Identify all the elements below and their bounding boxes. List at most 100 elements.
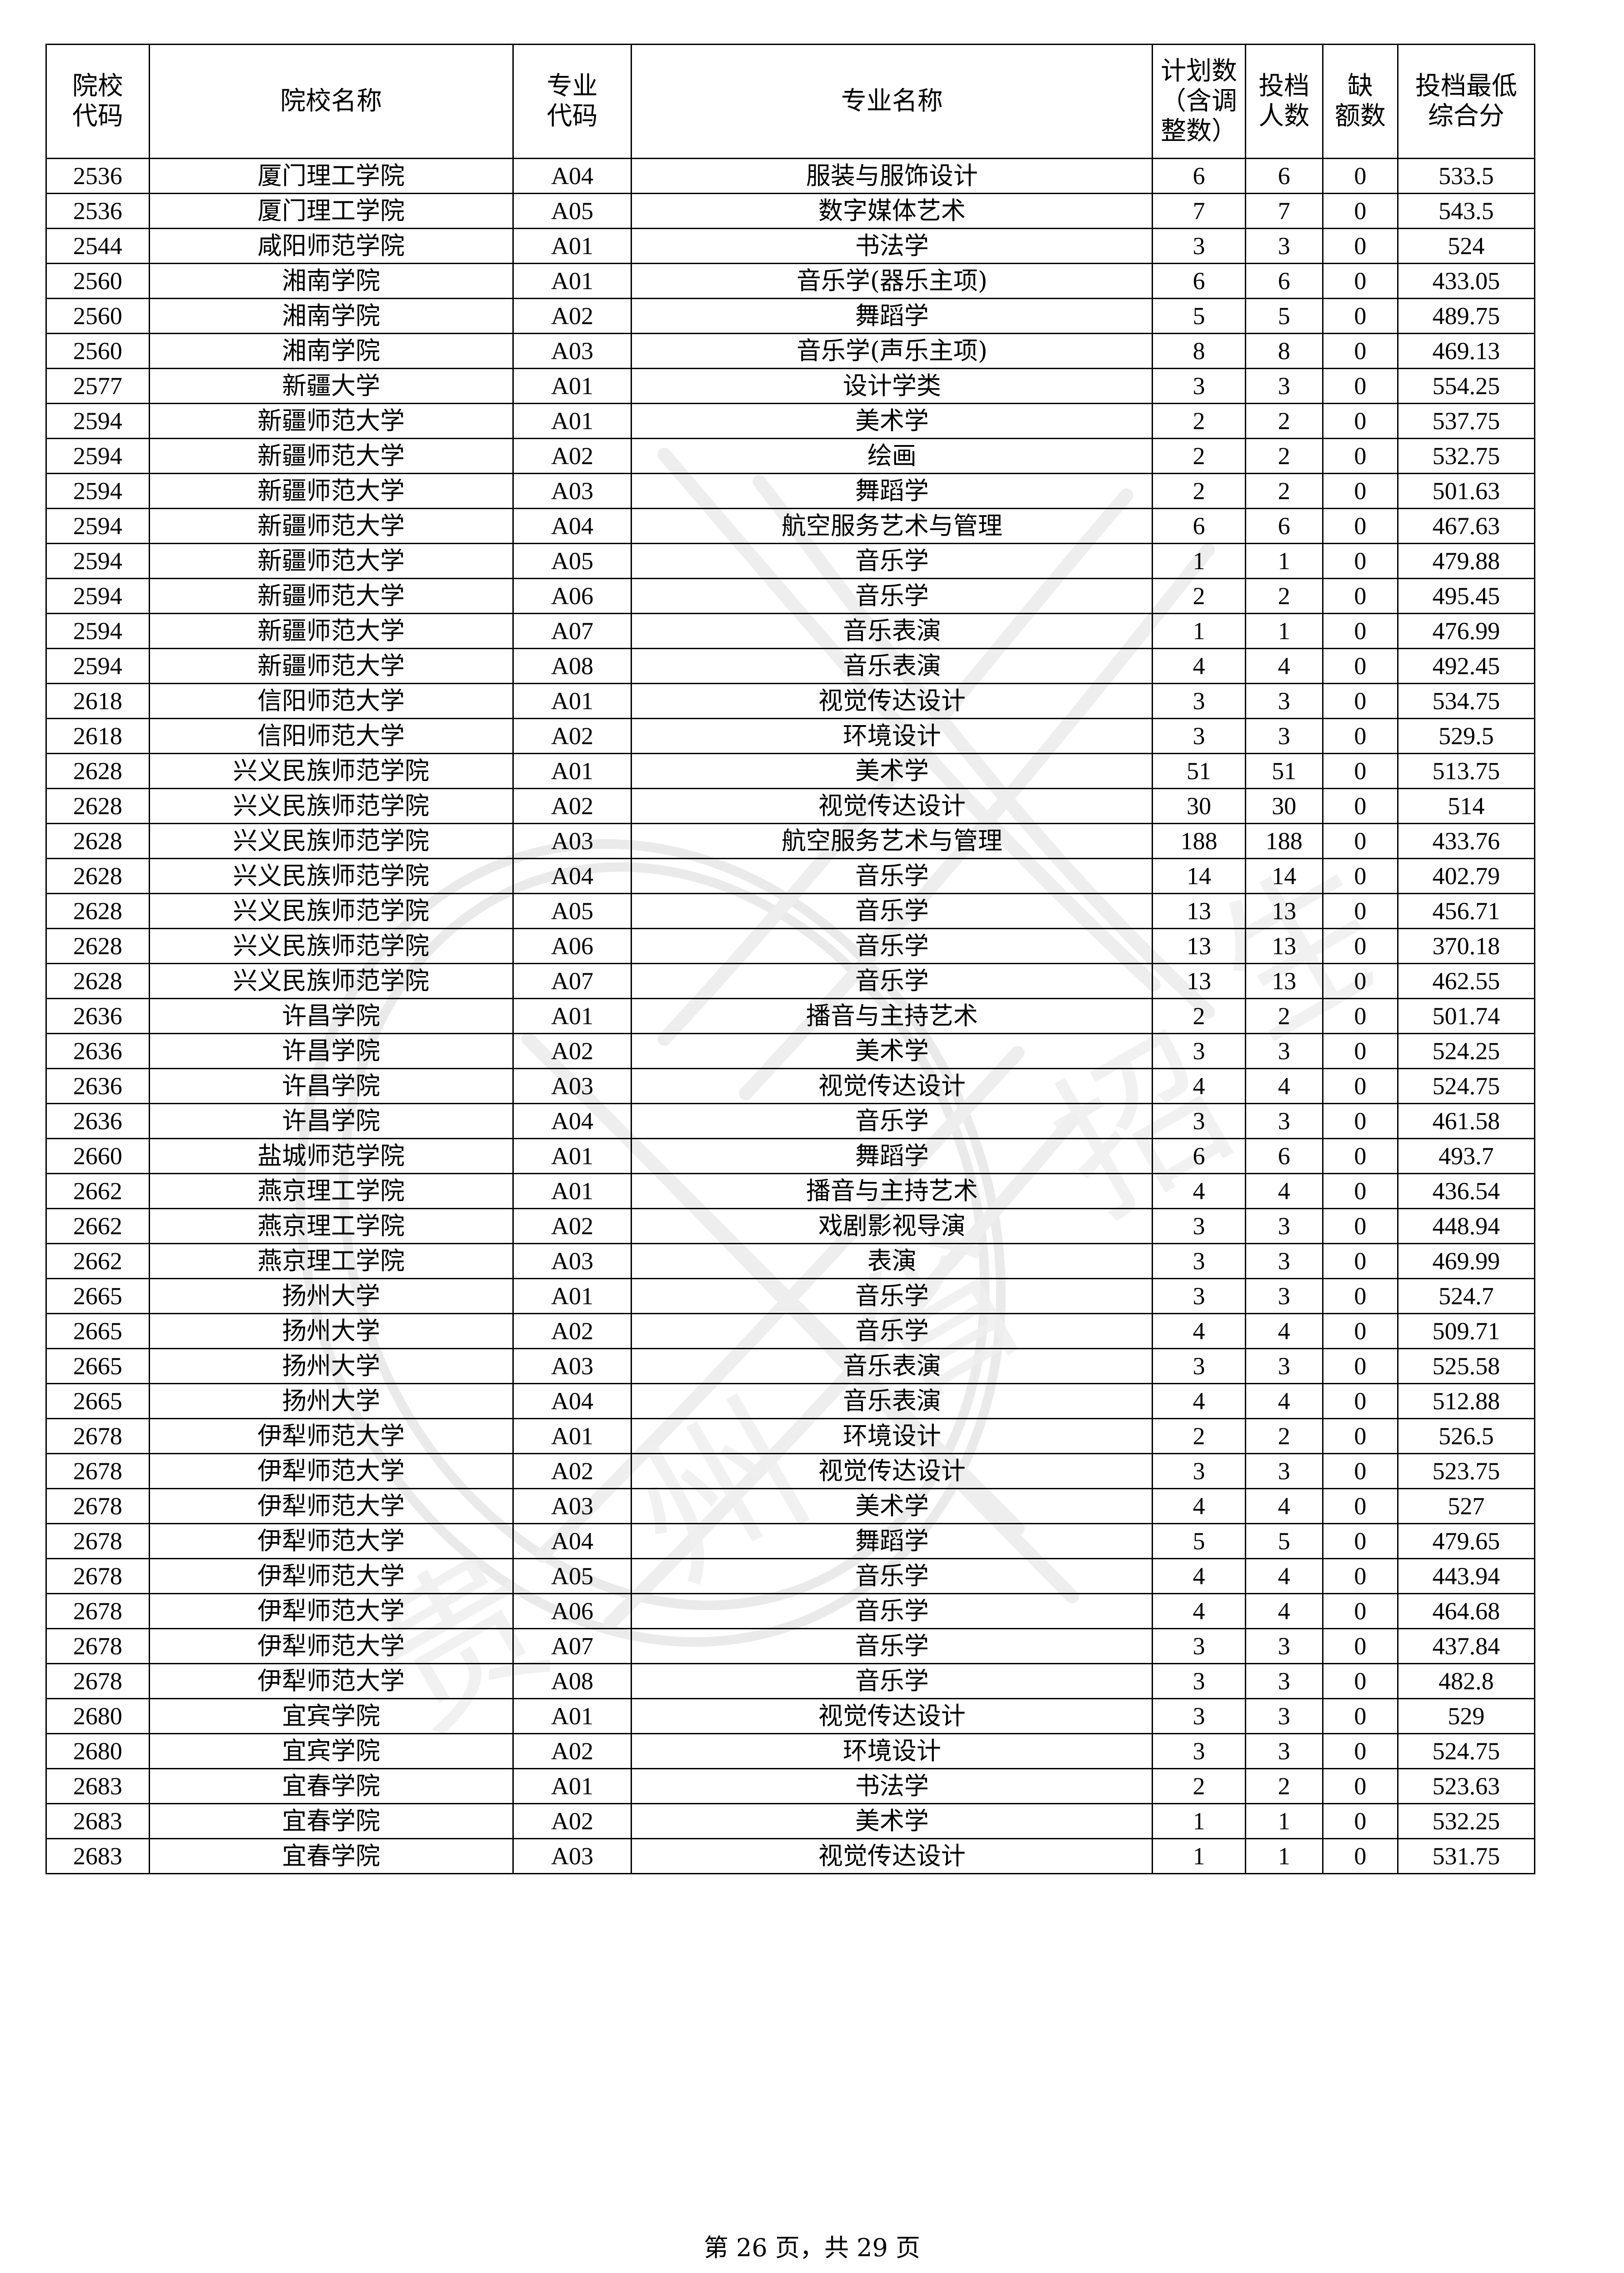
table-row: 2594 新疆师范大学 A01 美术学 2 2 0 537.75 xyxy=(45,403,1536,439)
table-row: 2560 湘南学院 A01 音乐学(器乐主项) 6 6 0 433.05 xyxy=(45,263,1536,299)
cell-admitted-count: 188 xyxy=(1244,823,1323,859)
cell-school-code: 2680 xyxy=(45,1733,150,1769)
table-row: 2678 伊犁师范大学 A01 环境设计 2 2 0 526.5 xyxy=(45,1418,1536,1454)
cell-plan-count: 4 xyxy=(1152,1173,1246,1209)
cell-plan-count: 3 xyxy=(1152,1243,1246,1279)
cell-min-score: 492.45 xyxy=(1397,648,1536,684)
cell-major-name: 视觉传达设计 xyxy=(631,788,1153,824)
cell-admitted-count: 4 xyxy=(1244,1313,1323,1349)
header-min-score: 投档最低 综合分 xyxy=(1397,44,1536,159)
cell-min-score: 495.45 xyxy=(1397,578,1536,614)
cell-admitted-count: 3 xyxy=(1244,1628,1323,1664)
cell-shortfall: 0 xyxy=(1322,998,1398,1034)
cell-min-score: 526.5 xyxy=(1397,1418,1536,1454)
cell-school-name: 兴义民族师范学院 xyxy=(148,928,514,964)
cell-school-code: 2628 xyxy=(45,858,150,894)
table-row: 2680 宜宾学院 A01 视觉传达设计 3 3 0 529 xyxy=(45,1698,1536,1734)
table-row: 2683 宜春学院 A01 书法学 2 2 0 523.63 xyxy=(45,1768,1536,1804)
cell-major-name: 视觉传达设计 xyxy=(631,683,1153,719)
cell-shortfall: 0 xyxy=(1322,508,1398,544)
cell-plan-count: 3 xyxy=(1152,1208,1246,1244)
table-row: 2678 伊犁师范大学 A05 音乐学 4 4 0 443.94 xyxy=(45,1558,1536,1594)
cell-major-code: A08 xyxy=(512,1663,632,1699)
cell-major-code: A01 xyxy=(512,753,632,789)
cell-major-code: A02 xyxy=(512,1733,632,1769)
cell-plan-count: 6 xyxy=(1152,158,1246,194)
cell-shortfall: 0 xyxy=(1322,1068,1398,1104)
cell-school-name: 扬州大学 xyxy=(148,1348,514,1384)
admission-score-table: 院校 代码 院校名称 专业 代码 专业名称 计划数 （含调 整数） 投档 人数 缺额数 投… xyxy=(45,44,1536,1874)
cell-min-score: 543.5 xyxy=(1397,193,1536,229)
cell-major-name: 舞蹈学 xyxy=(631,1138,1153,1174)
cell-plan-count: 2 xyxy=(1152,578,1246,614)
cell-school-name: 兴义民族师范学院 xyxy=(148,963,514,999)
cell-shortfall: 0 xyxy=(1322,1383,1398,1419)
cell-school-code: 2628 xyxy=(45,963,150,999)
cell-admitted-count: 13 xyxy=(1244,963,1323,999)
cell-plan-count: 4 xyxy=(1152,1593,1246,1629)
cell-major-code: A03 xyxy=(512,1488,632,1524)
cell-school-code: 2628 xyxy=(45,823,150,859)
header-line: 专业名称 xyxy=(841,87,943,115)
cell-admitted-count: 1 xyxy=(1244,1838,1323,1874)
cell-min-score: 512.88 xyxy=(1397,1383,1536,1419)
cell-major-name: 书法学 xyxy=(631,1768,1153,1804)
cell-min-score: 537.75 xyxy=(1397,403,1536,439)
cell-min-score: 476.99 xyxy=(1397,613,1536,649)
cell-major-name: 美术学 xyxy=(631,1803,1153,1839)
cell-major-name: 音乐学 xyxy=(631,1593,1153,1629)
score-table-container: 院校 代码 院校名称 专业 代码 专业名称 计划数 （含调 整数） 投档 人数 缺额数 投… xyxy=(45,44,1536,1874)
cell-school-code: 2678 xyxy=(45,1523,150,1559)
cell-major-code: A04 xyxy=(512,158,632,194)
cell-admitted-count: 1 xyxy=(1244,613,1323,649)
cell-major-code: A07 xyxy=(512,1628,632,1664)
cell-shortfall: 0 xyxy=(1322,858,1398,894)
cell-major-code: A02 xyxy=(512,1453,632,1489)
cell-plan-count: 5 xyxy=(1152,1523,1246,1559)
cell-plan-count: 3 xyxy=(1152,1628,1246,1664)
table-row: 2665 扬州大学 A03 音乐表演 3 3 0 525.58 xyxy=(45,1348,1536,1384)
cell-school-code: 2683 xyxy=(45,1803,150,1839)
cell-major-code: A04 xyxy=(512,508,632,544)
cell-school-name: 伊犁师范大学 xyxy=(148,1488,514,1524)
cell-min-score: 523.63 xyxy=(1397,1768,1536,1804)
cell-shortfall: 0 xyxy=(1322,1418,1398,1454)
table-row: 2683 宜春学院 A03 视觉传达设计 1 1 0 531.75 xyxy=(45,1838,1536,1874)
cell-school-name: 兴义民族师范学院 xyxy=(148,823,514,859)
header-plan-count: 计划数 （含调 整数） xyxy=(1152,44,1246,159)
cell-admitted-count: 2 xyxy=(1244,998,1323,1034)
cell-admitted-count: 3 xyxy=(1244,1348,1323,1384)
cell-major-code: A04 xyxy=(512,858,632,894)
cell-school-name: 燕京理工学院 xyxy=(148,1173,514,1209)
cell-major-name: 美术学 xyxy=(631,1033,1153,1069)
cell-school-name: 伊犁师范大学 xyxy=(148,1593,514,1629)
cell-school-name: 伊犁师范大学 xyxy=(148,1453,514,1489)
cell-major-code: A01 xyxy=(512,403,632,439)
cell-school-code: 2618 xyxy=(45,683,150,719)
cell-school-name: 新疆师范大学 xyxy=(148,578,514,614)
cell-major-code: A01 xyxy=(512,1698,632,1734)
cell-major-name: 环境设计 xyxy=(631,718,1153,754)
cell-school-name: 新疆大学 xyxy=(148,368,514,404)
cell-major-code: A01 xyxy=(512,1418,632,1454)
table-row: 2665 扬州大学 A02 音乐学 4 4 0 509.71 xyxy=(45,1313,1536,1349)
cell-plan-count: 3 xyxy=(1152,228,1246,264)
table-row: 2560 湘南学院 A02 舞蹈学 5 5 0 489.75 xyxy=(45,298,1536,334)
cell-school-name: 宜春学院 xyxy=(148,1838,514,1874)
cell-plan-count: 4 xyxy=(1152,648,1246,684)
cell-min-score: 531.75 xyxy=(1397,1838,1536,1874)
cell-school-name: 宜宾学院 xyxy=(148,1733,514,1769)
cell-admitted-count: 2 xyxy=(1244,1768,1323,1804)
cell-shortfall: 0 xyxy=(1322,928,1398,964)
cell-plan-count: 2 xyxy=(1152,473,1246,509)
cell-shortfall: 0 xyxy=(1322,823,1398,859)
cell-major-name: 航空服务艺术与管理 xyxy=(631,508,1153,544)
cell-school-name: 伊犁师范大学 xyxy=(148,1663,514,1699)
cell-major-name: 音乐学 xyxy=(631,893,1153,929)
header-line: 代码 xyxy=(72,102,123,130)
table-row: 2594 新疆师范大学 A02 绘画 2 2 0 532.75 xyxy=(45,438,1536,474)
cell-major-code: A02 xyxy=(512,1033,632,1069)
cell-plan-count: 2 xyxy=(1152,998,1246,1034)
cell-admitted-count: 8 xyxy=(1244,333,1323,369)
cell-admitted-count: 6 xyxy=(1244,263,1323,299)
